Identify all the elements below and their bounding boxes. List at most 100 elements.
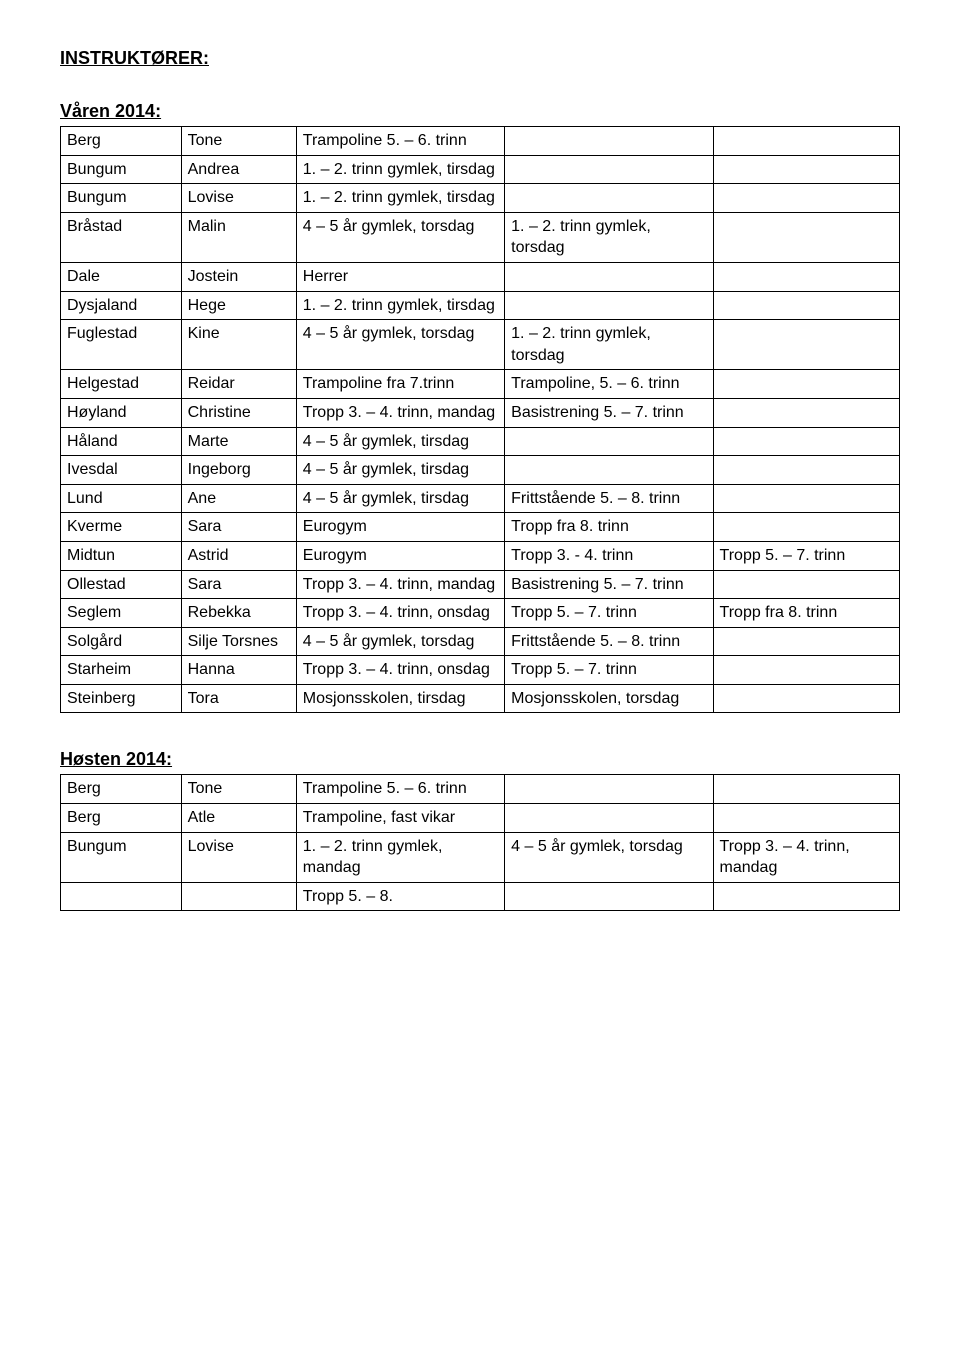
- table-cell: [505, 155, 713, 184]
- table-row: HålandMarte4 – 5 år gymlek, tirsdag: [61, 427, 900, 456]
- table-cell: [713, 882, 899, 911]
- table-cell: Basistrening 5. – 7. trinn: [505, 570, 713, 599]
- table-cell: Rebekka: [181, 599, 296, 628]
- table-cell: [505, 804, 713, 833]
- table-row: DaleJosteinHerrer: [61, 262, 900, 291]
- table-cell: Hege: [181, 291, 296, 320]
- table-cell: 4 – 5 år gymlek, tirsdag: [296, 484, 504, 513]
- table-cell: [713, 320, 899, 370]
- table-cell: Tropp 5. – 7. trinn: [713, 541, 899, 570]
- table-cell: Tropp 3. – 4. trinn, onsdag: [296, 656, 504, 685]
- table-cell: [713, 427, 899, 456]
- table-cell: Tone: [181, 775, 296, 804]
- table-cell: Steinberg: [61, 684, 182, 713]
- table-cell: [181, 882, 296, 911]
- table-cell: Tropp 3. - 4. trinn: [505, 541, 713, 570]
- table-row: HelgestadReidarTrampoline fra 7.trinnTra…: [61, 370, 900, 399]
- table-cell: [713, 627, 899, 656]
- table-cell: Kine: [181, 320, 296, 370]
- table-cell: Ivesdal: [61, 456, 182, 485]
- table-cell: Tora: [181, 684, 296, 713]
- table-cell: Tropp fra 8. trinn: [505, 513, 713, 542]
- table-row: IvesdalIngeborg4 – 5 år gymlek, tirsdag: [61, 456, 900, 485]
- table-cell: Høyland: [61, 398, 182, 427]
- table-cell: Ollestad: [61, 570, 182, 599]
- table-cell: Mosjonsskolen, torsdag: [505, 684, 713, 713]
- table-cell: 1. – 2. trinn gymlek, tirsdag: [296, 155, 504, 184]
- table-cell: Bungum: [61, 155, 182, 184]
- table-cell: [713, 775, 899, 804]
- table-cell: Solgård: [61, 627, 182, 656]
- table-cell: 1. – 2. trinn gymlek, tirsdag: [296, 184, 504, 213]
- table-cell: [713, 291, 899, 320]
- table-cell: [713, 262, 899, 291]
- table-cell: Tropp 3. – 4. trinn, mandag: [713, 832, 899, 882]
- table-cell: [713, 484, 899, 513]
- table-row: BråstadMalin4 – 5 år gymlek, torsdag1. –…: [61, 212, 900, 262]
- table-cell: Trampoline, fast vikar: [296, 804, 504, 833]
- table-cell: Lovise: [181, 832, 296, 882]
- table-cell: [713, 398, 899, 427]
- table-cell: Silje Torsnes: [181, 627, 296, 656]
- table-cell: Tropp 3. – 4. trinn, mandag: [296, 570, 504, 599]
- table-cell: Ane: [181, 484, 296, 513]
- table-row: StarheimHannaTropp 3. – 4. trinn, onsdag…: [61, 656, 900, 685]
- table-cell: Herrer: [296, 262, 504, 291]
- table-cell: Tropp 5. – 7. trinn: [505, 656, 713, 685]
- table-cell: [713, 456, 899, 485]
- table-cell: 4 – 5 år gymlek, torsdag: [505, 832, 713, 882]
- table-cell: Eurogym: [296, 513, 504, 542]
- table-cell: [505, 262, 713, 291]
- table-cell: Andrea: [181, 155, 296, 184]
- table-cell: Christine: [181, 398, 296, 427]
- page-heading: INSTRUKTØRER:: [60, 48, 900, 69]
- spring-table: BergToneTrampoline 5. – 6. trinnBungumAn…: [60, 126, 900, 713]
- table-cell: Astrid: [181, 541, 296, 570]
- table-cell: Midtun: [61, 541, 182, 570]
- table-cell: Trampoline fra 7.trinn: [296, 370, 504, 399]
- table-cell: Bungum: [61, 184, 182, 213]
- table-cell: [505, 291, 713, 320]
- table-cell: [505, 184, 713, 213]
- table-cell: [713, 684, 899, 713]
- table-cell: Bråstad: [61, 212, 182, 262]
- table-cell: Marte: [181, 427, 296, 456]
- table-cell: Malin: [181, 212, 296, 262]
- table-cell: 1. – 2. trinn gymlek, mandag: [296, 832, 504, 882]
- table-cell: Frittstående 5. – 8. trinn: [505, 627, 713, 656]
- table-row: SolgårdSilje Torsnes4 – 5 år gymlek, tor…: [61, 627, 900, 656]
- table-cell: 4 – 5 år gymlek, tirsdag: [296, 427, 504, 456]
- table-row: FuglestadKine4 – 5 år gymlek, torsdag1. …: [61, 320, 900, 370]
- table-cell: Trampoline 5. – 6. trinn: [296, 127, 504, 156]
- table-row: HøylandChristineTropp 3. – 4. trinn, man…: [61, 398, 900, 427]
- table-row: MidtunAstridEurogymTropp 3. - 4. trinnTr…: [61, 541, 900, 570]
- table-cell: Fuglestad: [61, 320, 182, 370]
- table-cell: Helgestad: [61, 370, 182, 399]
- table-row: BergAtleTrampoline, fast vikar: [61, 804, 900, 833]
- table-cell: [713, 513, 899, 542]
- table-cell: Tropp fra 8. trinn: [713, 599, 899, 628]
- table-cell: [713, 155, 899, 184]
- table-cell: Berg: [61, 775, 182, 804]
- table-row: KvermeSaraEurogymTropp fra 8. trinn: [61, 513, 900, 542]
- table-cell: Berg: [61, 127, 182, 156]
- table-cell: Tropp 5. – 7. trinn: [505, 599, 713, 628]
- table-cell: Dysjaland: [61, 291, 182, 320]
- table-cell: [713, 570, 899, 599]
- table-cell: 1. – 2. trinn gymlek, tirsdag: [296, 291, 504, 320]
- table-cell: Frittstående 5. – 8. trinn: [505, 484, 713, 513]
- table-cell: 4 – 5 år gymlek, tirsdag: [296, 456, 504, 485]
- table-cell: Atle: [181, 804, 296, 833]
- autumn-table: BergToneTrampoline 5. – 6. trinnBergAtle…: [60, 774, 900, 911]
- table-cell: [713, 656, 899, 685]
- table-cell: Lund: [61, 484, 182, 513]
- table-cell: Seglem: [61, 599, 182, 628]
- table-row: SteinbergToraMosjonsskolen, tirsdagMosjo…: [61, 684, 900, 713]
- table-row: OllestadSaraTropp 3. – 4. trinn, mandagB…: [61, 570, 900, 599]
- table-cell: Jostein: [181, 262, 296, 291]
- table-cell: [61, 882, 182, 911]
- table-cell: Mosjonsskolen, tirsdag: [296, 684, 504, 713]
- table-cell: Tropp 3. – 4. trinn, mandag: [296, 398, 504, 427]
- table-cell: Reidar: [181, 370, 296, 399]
- table-cell: Tropp 3. – 4. trinn, onsdag: [296, 599, 504, 628]
